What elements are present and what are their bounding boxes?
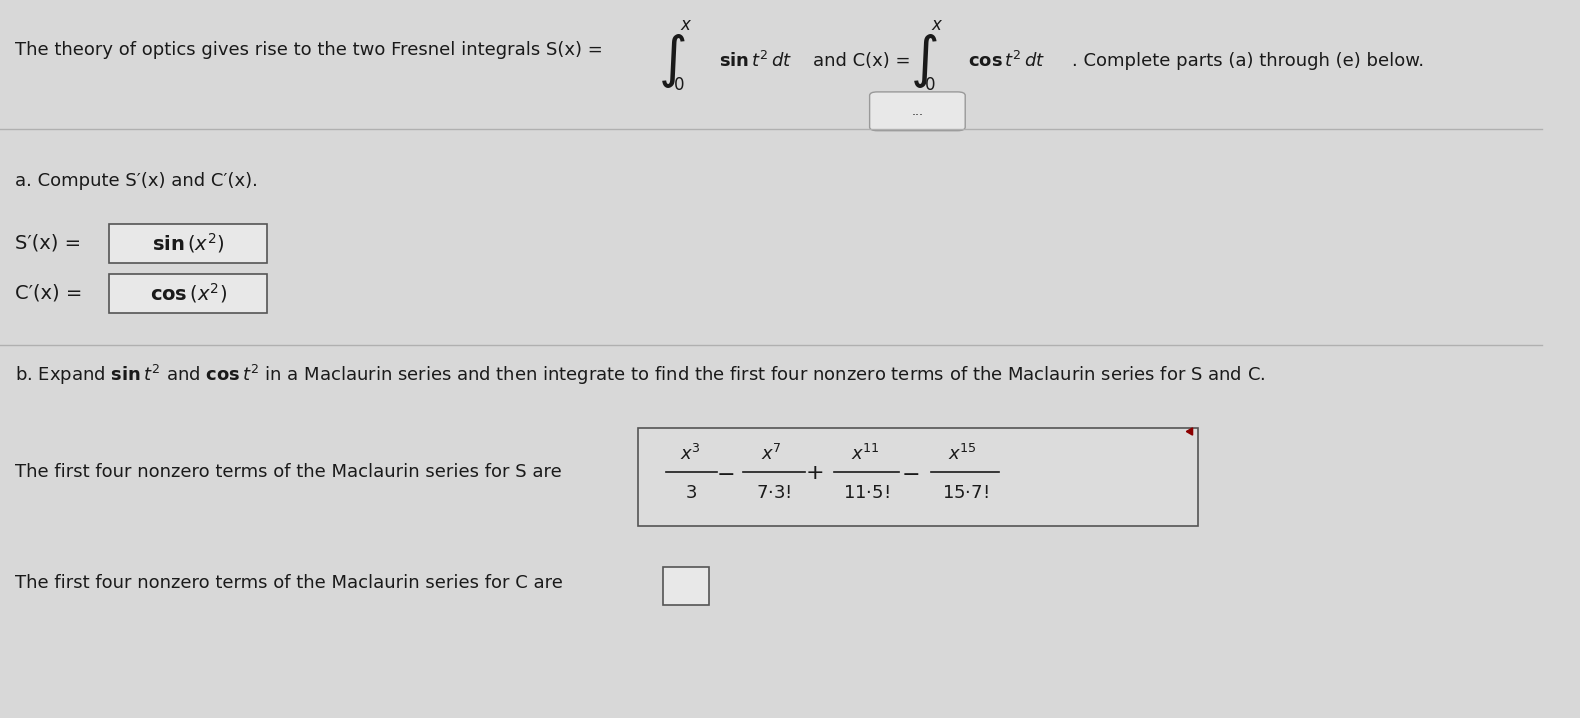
- Text: $x^7$: $x^7$: [760, 444, 782, 464]
- Text: . Complete parts (a) through (e) below.: . Complete parts (a) through (e) below.: [1071, 52, 1424, 70]
- Text: $x^3$: $x^3$: [681, 444, 702, 464]
- Text: The first four nonzero terms of the Maclaurin series for S are: The first four nonzero terms of the Macl…: [16, 463, 562, 482]
- Text: $\mathbf{cos}\,(x^2)$: $\mathbf{cos}\,(x^2)$: [150, 281, 226, 305]
- Text: ...: ...: [912, 105, 923, 118]
- Text: $x^{15}$: $x^{15}$: [948, 444, 976, 464]
- Text: $\mathbf{sin}\,(x^2)$: $\mathbf{sin}\,(x^2)$: [152, 230, 224, 255]
- Text: S′(x) =: S′(x) =: [16, 233, 88, 252]
- FancyBboxPatch shape: [109, 274, 267, 313]
- Text: $0$: $0$: [673, 75, 684, 94]
- Text: $\mathbf{cos}\,t^2\,dt$: $\mathbf{cos}\,t^2\,dt$: [969, 51, 1046, 71]
- Text: $x$: $x$: [679, 16, 692, 34]
- Text: $\mathbf{sin}\,t^2\,dt$: $\mathbf{sin}\,t^2\,dt$: [719, 51, 792, 71]
- Text: $-$: $-$: [716, 463, 733, 483]
- Text: $3$: $3$: [684, 483, 697, 502]
- Text: b. Expand $\mathbf{sin}\,t^2$ and $\mathbf{cos}\,t^2$ in a Maclaurin series and : b. Expand $\mathbf{sin}\,t^2$ and $\math…: [16, 363, 1266, 387]
- Text: $+$: $+$: [804, 463, 823, 483]
- Text: a. Compute S′(x) and C′(x).: a. Compute S′(x) and C′(x).: [16, 172, 258, 190]
- Text: $\int$: $\int$: [659, 32, 686, 90]
- Text: C′(x) =: C′(x) =: [16, 284, 88, 302]
- Text: $11{\cdot}5!$: $11{\cdot}5!$: [844, 483, 890, 502]
- FancyBboxPatch shape: [664, 567, 709, 605]
- FancyBboxPatch shape: [869, 92, 965, 131]
- Text: $0$: $0$: [924, 75, 935, 94]
- Text: $15{\cdot}7!$: $15{\cdot}7!$: [942, 483, 989, 502]
- Text: The first four nonzero terms of the Maclaurin series for C are: The first four nonzero terms of the Macl…: [16, 574, 564, 592]
- Text: $x$: $x$: [931, 16, 943, 34]
- Text: $-$: $-$: [901, 463, 920, 483]
- FancyBboxPatch shape: [638, 428, 1198, 526]
- Text: and C(x) =: and C(x) =: [812, 52, 916, 70]
- Text: $7{\cdot}3!$: $7{\cdot}3!$: [757, 483, 792, 502]
- Text: $\int$: $\int$: [910, 32, 937, 90]
- FancyBboxPatch shape: [109, 224, 267, 263]
- Text: $x^{11}$: $x^{11}$: [850, 444, 880, 464]
- Text: The theory of optics gives rise to the two Fresnel integrals S(x) =: The theory of optics gives rise to the t…: [16, 41, 608, 60]
